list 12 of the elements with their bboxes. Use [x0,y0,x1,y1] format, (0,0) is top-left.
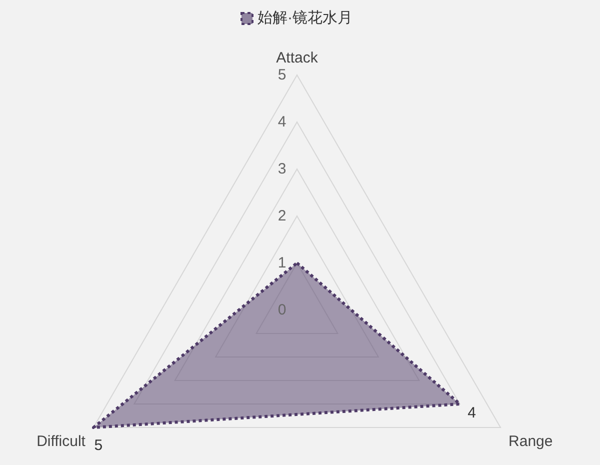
y-tick-label: 4 [278,114,286,130]
data-label: 5 [94,437,103,454]
y-tick-label: 0 [278,302,286,318]
legend-label: 始解·镜花水月 [258,10,352,26]
spoke-label: Range [508,433,553,450]
spoke-label: Attack [276,50,318,66]
y-tick-label: 3 [278,160,286,178]
y-tick-label: 1 [278,254,286,272]
y-tick-label: 5 [278,66,286,84]
spoke-label: Difficult [36,433,86,450]
data-label: 4 [468,404,476,422]
y-tick-label: 2 [278,208,286,224]
